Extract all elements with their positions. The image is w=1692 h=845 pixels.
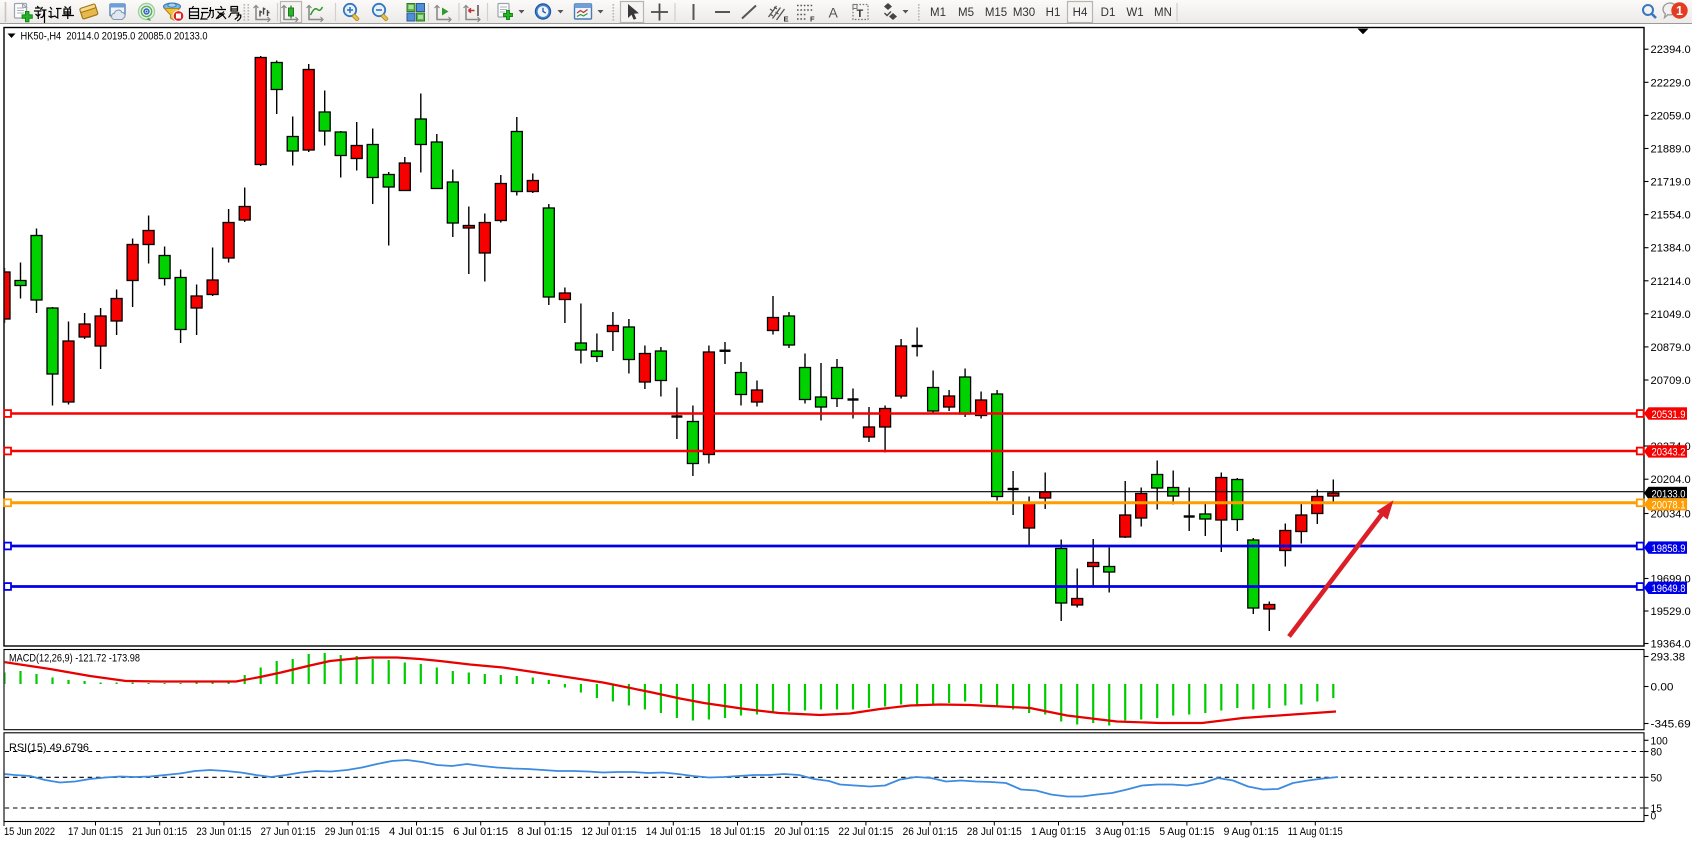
svg-text:19364.0: 19364.0	[1651, 639, 1691, 651]
svg-text:100: 100	[1651, 735, 1668, 747]
svg-text:15 Jun 2022: 15 Jun 2022	[4, 826, 55, 838]
svg-text:M30: M30	[1013, 7, 1035, 19]
svg-text:14 Jul 01:15: 14 Jul 01:15	[646, 826, 701, 838]
svg-text:15: 15	[1651, 803, 1663, 815]
svg-text:293.38: 293.38	[1651, 652, 1686, 664]
svg-text:4 Jul 01:15: 4 Jul 01:15	[389, 826, 444, 838]
svg-text:M15: M15	[985, 7, 1007, 19]
svg-text:-345.69: -345.69	[1651, 719, 1691, 731]
svg-text:21719.0: 21719.0	[1651, 177, 1691, 189]
svg-text:12 Jul 01:15: 12 Jul 01:15	[582, 826, 637, 838]
svg-text:9 Aug 01:15: 9 Aug 01:15	[1224, 826, 1279, 838]
svg-text:M1: M1	[930, 7, 946, 19]
svg-text:11 Aug 01:15: 11 Aug 01:15	[1288, 826, 1343, 838]
svg-text:18 Jul 01:15: 18 Jul 01:15	[710, 826, 765, 838]
svg-text:HK50-,H4 20114.0 20195.0 2008: HK50-,H4 20114.0 20195.0 20085.0 20133.0	[21, 31, 208, 43]
svg-text:1 Aug 01:15: 1 Aug 01:15	[1031, 826, 1086, 838]
svg-text:21554.0: 21554.0	[1651, 210, 1691, 222]
svg-text:8 Jul 01:15: 8 Jul 01:15	[517, 826, 572, 838]
svg-text:0: 0	[1651, 811, 1657, 823]
svg-text:28 Jul 01:15: 28 Jul 01:15	[967, 826, 1022, 838]
svg-text:21889.0: 21889.0	[1651, 144, 1691, 156]
svg-text:19858.9: 19858.9	[1652, 543, 1686, 555]
svg-text:23 Jun 01:15: 23 Jun 01:15	[196, 826, 251, 838]
svg-text:21 Jun 01:15: 21 Jun 01:15	[132, 826, 187, 838]
svg-text:21214.0: 21214.0	[1651, 276, 1691, 288]
svg-text:T: T	[857, 8, 864, 20]
svg-text:22059.0: 22059.0	[1651, 110, 1691, 122]
svg-text:20709.0: 20709.0	[1651, 375, 1691, 387]
svg-text:M5: M5	[958, 7, 974, 19]
svg-text:E: E	[784, 15, 789, 24]
svg-text:1: 1	[1676, 4, 1683, 18]
svg-text:21049.0: 21049.0	[1651, 309, 1691, 321]
svg-text:19529.0: 19529.0	[1651, 606, 1691, 618]
svg-text:20531.9: 20531.9	[1652, 409, 1686, 421]
svg-text:0.00: 0.00	[1651, 682, 1674, 694]
svg-text:20204.0: 20204.0	[1651, 474, 1691, 486]
svg-text:22 Jul 01:15: 22 Jul 01:15	[838, 826, 893, 838]
svg-text:F: F	[810, 15, 815, 24]
svg-text:A: A	[829, 5, 839, 21]
svg-text:W1: W1	[1126, 7, 1143, 19]
svg-text:21384.0: 21384.0	[1651, 243, 1691, 255]
svg-text:50: 50	[1651, 772, 1663, 784]
svg-text:20343.2: 20343.2	[1652, 447, 1686, 459]
svg-text:5 Aug 01:15: 5 Aug 01:15	[1159, 826, 1214, 838]
svg-text:22394.0: 22394.0	[1651, 44, 1691, 56]
svg-text:17 Jun 01:15: 17 Jun 01:15	[68, 826, 123, 838]
svg-text:20879.0: 20879.0	[1651, 342, 1691, 354]
svg-text:MN: MN	[1154, 7, 1172, 19]
svg-text:22229.0: 22229.0	[1651, 77, 1691, 89]
svg-text:H1: H1	[1046, 7, 1061, 19]
svg-text:20078.1: 20078.1	[1652, 500, 1686, 512]
svg-text:19649.8: 19649.8	[1652, 583, 1686, 595]
svg-text:H4: H4	[1073, 7, 1088, 19]
svg-text:D1: D1	[1101, 7, 1116, 19]
svg-text:27 Jun 01:15: 27 Jun 01:15	[261, 826, 316, 838]
svg-text:3 Aug 01:15: 3 Aug 01:15	[1095, 826, 1150, 838]
svg-text:26 Jul 01:15: 26 Jul 01:15	[903, 826, 958, 838]
svg-text:20133.0: 20133.0	[1652, 488, 1686, 500]
svg-text:20034.0: 20034.0	[1651, 509, 1691, 521]
svg-text:20 Jul 01:15: 20 Jul 01:15	[774, 826, 829, 838]
svg-text:MACD(12,26,9) -121.72 -173.98: MACD(12,26,9) -121.72 -173.98	[9, 653, 140, 665]
svg-text:80: 80	[1651, 747, 1663, 759]
svg-text:29 Jun 01:15: 29 Jun 01:15	[325, 826, 380, 838]
svg-text:RSI(15) 49.6796: RSI(15) 49.6796	[9, 742, 89, 754]
svg-text:6 Jul 01:15: 6 Jul 01:15	[453, 826, 508, 838]
